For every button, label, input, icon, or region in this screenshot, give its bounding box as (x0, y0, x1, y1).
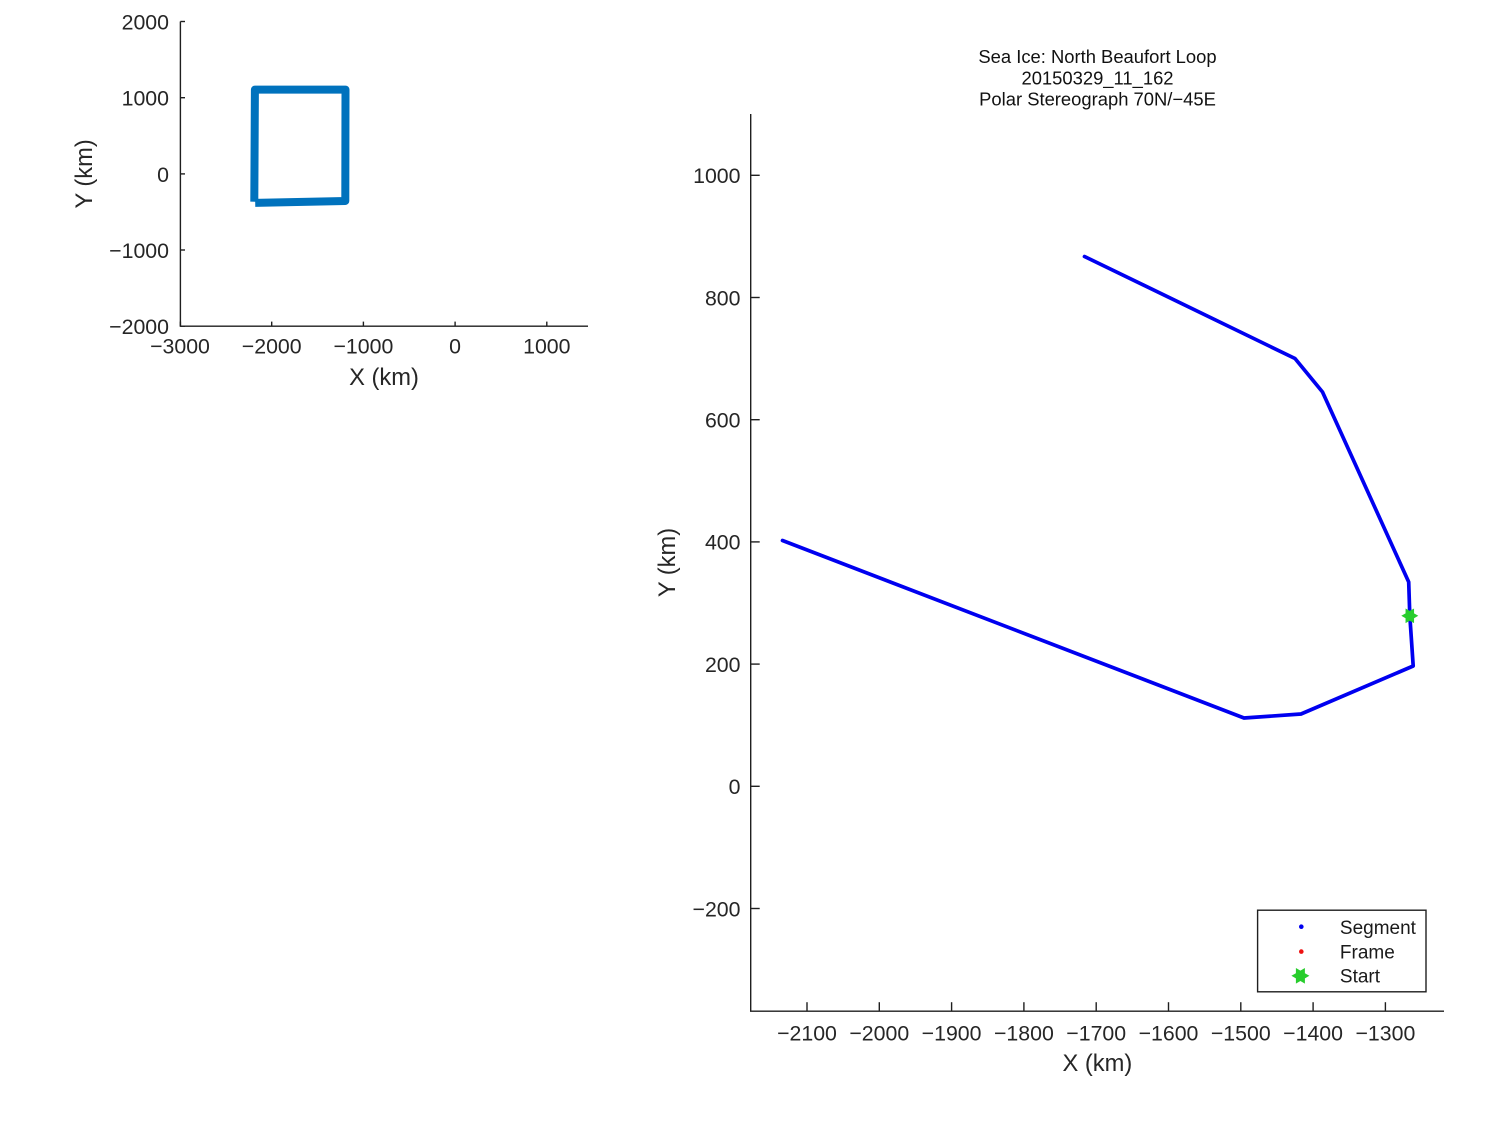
svg-text:1000: 1000 (122, 87, 170, 111)
svg-text:−1900: −1900 (922, 1022, 982, 1046)
svg-text:Frame: Frame (1340, 942, 1395, 963)
svg-text:0: 0 (449, 335, 461, 359)
svg-text:0: 0 (157, 163, 169, 187)
svg-text:−2000: −2000 (242, 335, 302, 359)
svg-text:2000: 2000 (122, 11, 170, 35)
svg-text:−1500: −1500 (1211, 1022, 1271, 1046)
svg-text:−1400: −1400 (1283, 1022, 1343, 1046)
svg-text:−1600: −1600 (1139, 1022, 1199, 1046)
svg-text:−1700: −1700 (1066, 1022, 1126, 1046)
svg-text:Start: Start (1340, 967, 1381, 988)
svg-text:−1300: −1300 (1355, 1022, 1415, 1046)
svg-text:X (km): X (km) (349, 365, 419, 391)
svg-text:20150329_11_162: 20150329_11_162 (1021, 68, 1173, 90)
svg-text:−1000: −1000 (333, 335, 393, 359)
svg-text:−2000: −2000 (849, 1022, 909, 1046)
svg-text:0: 0 (729, 775, 741, 799)
svg-text:−1000: −1000 (109, 239, 169, 263)
svg-text:−3000: −3000 (150, 335, 210, 359)
svg-text:1000: 1000 (693, 164, 741, 188)
svg-text:600: 600 (705, 409, 741, 433)
svg-text:X (km): X (km) (1063, 1051, 1133, 1077)
svg-text:Polar Stereograph 70N/−45E: Polar Stereograph 70N/−45E (979, 89, 1216, 110)
svg-text:200: 200 (705, 653, 741, 677)
svg-text:−2000: −2000 (109, 315, 169, 339)
svg-text:Y (km): Y (km) (72, 139, 98, 208)
svg-text:1000: 1000 (523, 335, 571, 359)
svg-text:400: 400 (705, 531, 741, 555)
svg-text:Y (km): Y (km) (655, 528, 681, 597)
svg-text:Sea Ice: North Beaufort Loop: Sea Ice: North Beaufort Loop (978, 46, 1216, 67)
svg-text:−200: −200 (693, 897, 741, 921)
svg-text:−1800: −1800 (994, 1022, 1054, 1046)
svg-text:Segment: Segment (1340, 918, 1417, 939)
svg-text:800: 800 (705, 286, 741, 310)
svg-text:−2100: −2100 (777, 1022, 837, 1046)
